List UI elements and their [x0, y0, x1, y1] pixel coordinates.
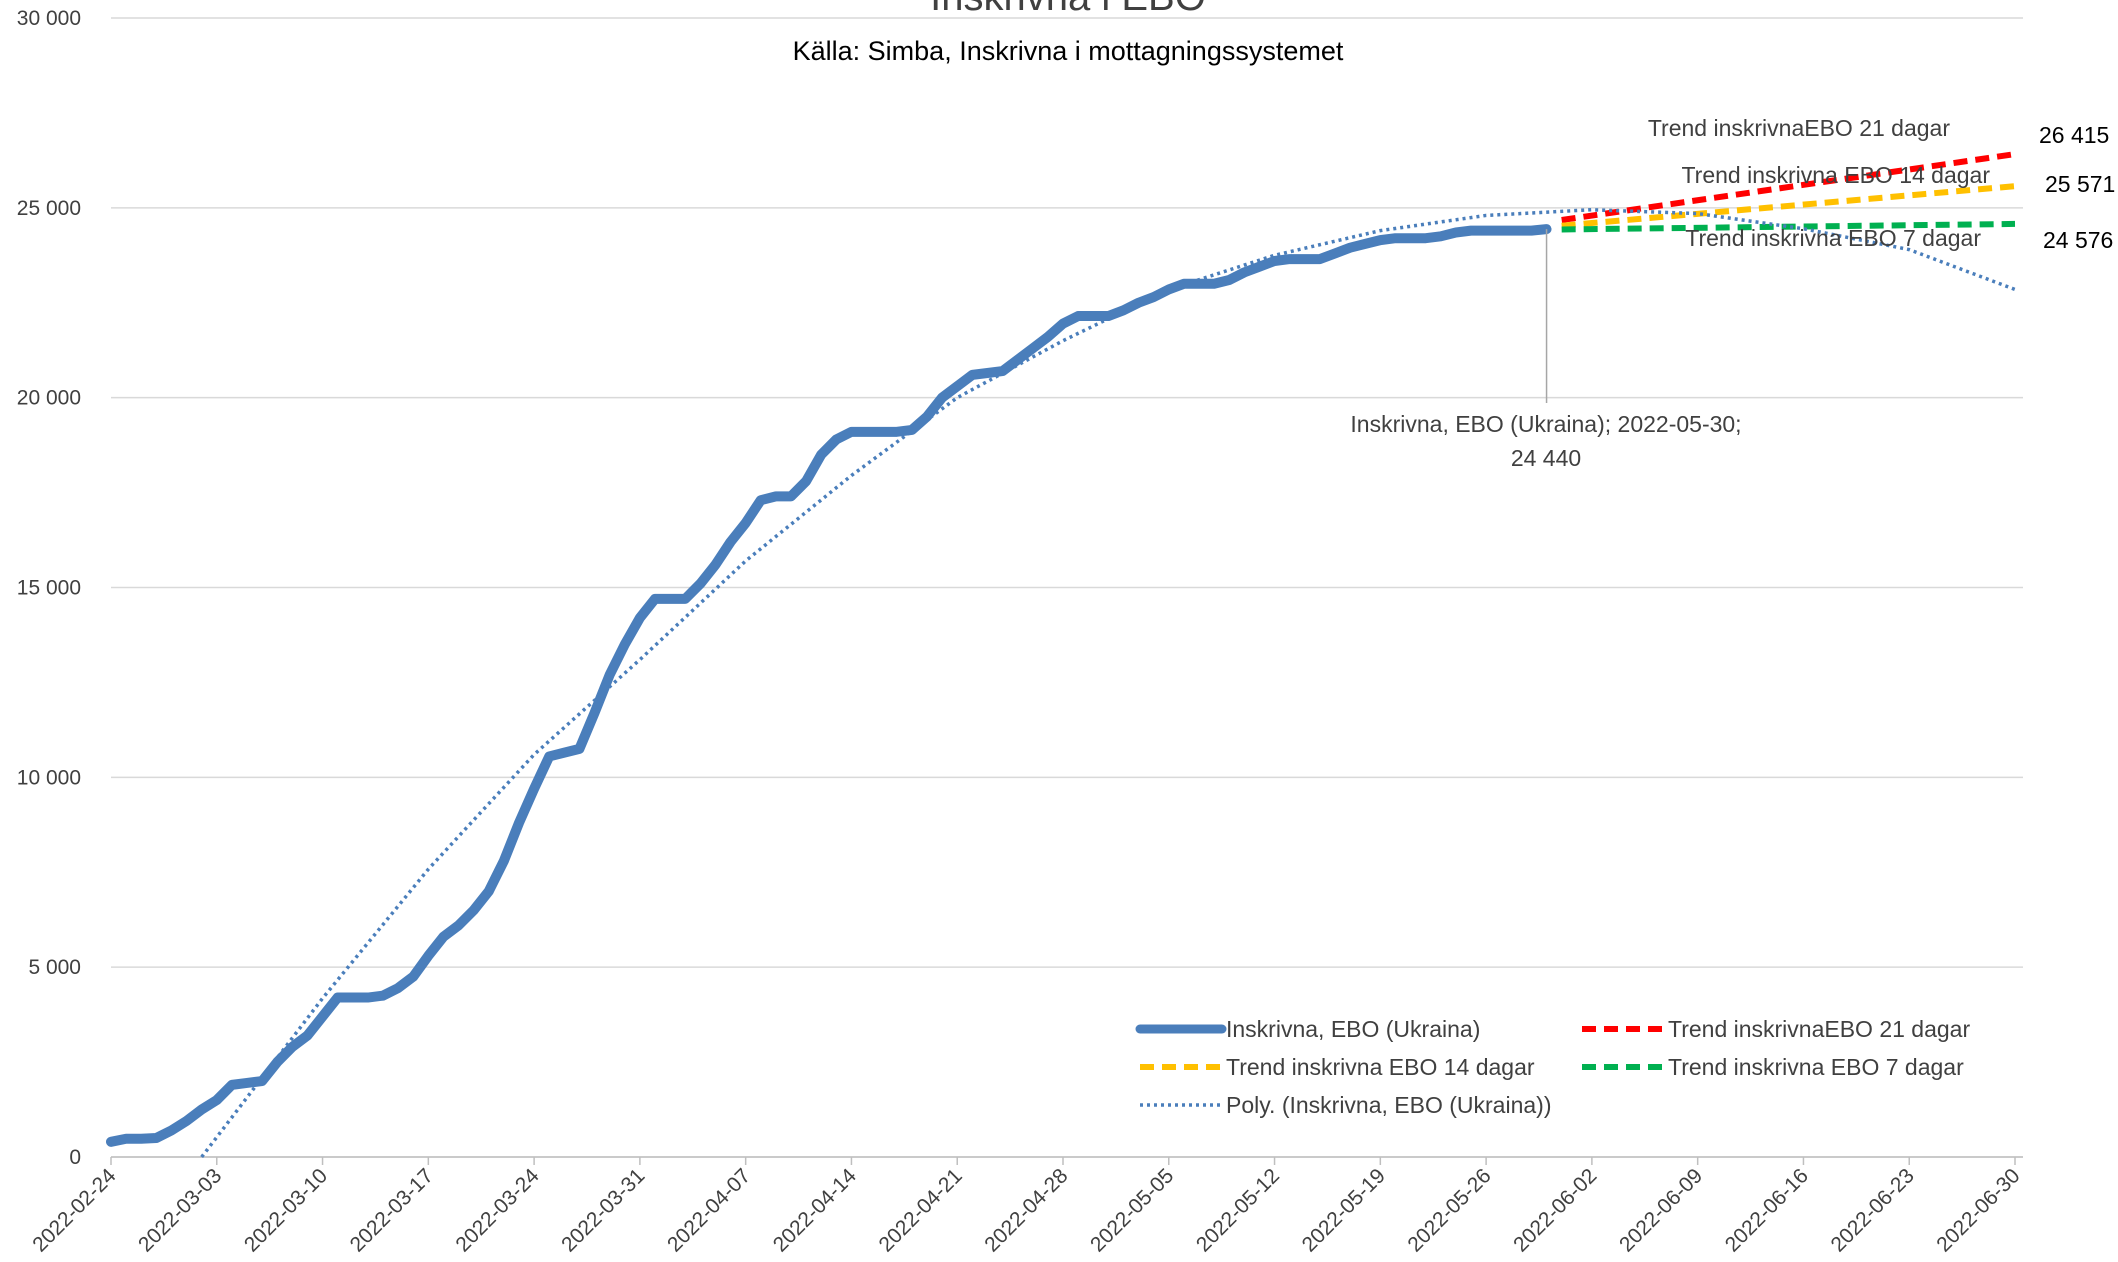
annotation: Inskrivna, EBO (Ukraina); 2022-05-30; — [1350, 411, 1741, 437]
legend-label: Trend inskrivna EBO 14 dagar — [1226, 1054, 1535, 1080]
chart-title: Inskrivna i EBO — [930, 0, 1206, 19]
x-tick-label: 2022-05-26 — [1403, 1164, 1495, 1256]
y-tick-label: 20 000 — [17, 387, 81, 410]
trend-label: Trend inskrivnaEBO 21 dagar — [1648, 115, 1950, 141]
legend-label: Inskrivna, EBO (Ukraina) — [1226, 1016, 1480, 1042]
x-tick-label: 2022-05-12 — [1192, 1164, 1284, 1256]
value-label: 26 415 — [2039, 122, 2109, 148]
y-tick-label: 15 000 — [17, 577, 81, 600]
legend-label: Trend inskrivna EBO 7 dagar — [1668, 1054, 1964, 1080]
x-tick-label: 2022-04-07 — [663, 1164, 755, 1256]
x-tick-label: 2022-06-16 — [1721, 1164, 1813, 1256]
series-line — [106, 224, 1552, 1147]
y-tick-label: 30 000 — [17, 7, 81, 30]
chart-subtitle: Källa: Simba, Inskrivna i mottagningssys… — [793, 36, 1344, 66]
series-line — [1561, 220, 2016, 233]
value-label: 24 576 — [2043, 227, 2113, 253]
trend-label: Trend inskrivna EBO 7 dagar — [1685, 225, 1981, 251]
y-tick-label: 10 000 — [17, 766, 81, 789]
x-tick-label: 2022-03-31 — [557, 1164, 649, 1256]
x-tick-label: 2022-06-30 — [1932, 1164, 2024, 1256]
x-tick-label: 2022-05-19 — [1298, 1164, 1390, 1256]
y-tick-label: 5 000 — [28, 956, 81, 979]
series-line — [1561, 151, 2016, 223]
legend-label: Poly. (Inskrivna, EBO (Ukraina)) — [1226, 1092, 1551, 1118]
x-tick-label: 2022-05-05 — [1086, 1164, 1178, 1256]
x-tick-label: 2022-06-02 — [1509, 1164, 1601, 1256]
x-tick-label: 2022-03-17 — [346, 1164, 438, 1256]
series-line — [200, 207, 2016, 1159]
x-tick-label: 2022-03-10 — [240, 1164, 332, 1256]
y-tick-label: 25 000 — [17, 197, 81, 220]
legend-label: Trend inskrivnaEBO 21 dagar — [1668, 1016, 1970, 1042]
x-tick-label: 2022-03-03 — [134, 1164, 226, 1256]
x-tick-label: 2022-06-23 — [1827, 1164, 1919, 1256]
trend-label: Trend inskrivna EBO 14 dagar — [1681, 162, 1990, 188]
series-line — [1561, 183, 2016, 229]
value-label: 25 571 — [2045, 171, 2115, 197]
y-tick-label: 0 — [69, 1146, 81, 1169]
annotation: 24 440 — [1511, 445, 1581, 471]
x-tick-label: 2022-04-14 — [769, 1164, 861, 1256]
x-tick-label: 2022-04-21 — [875, 1164, 967, 1256]
x-tick-label: 2022-06-09 — [1615, 1164, 1707, 1256]
x-tick-label: 2022-04-28 — [980, 1164, 1072, 1256]
x-tick-label: 2022-03-24 — [451, 1164, 543, 1256]
x-tick-label: 2022-02-24 — [28, 1164, 120, 1256]
